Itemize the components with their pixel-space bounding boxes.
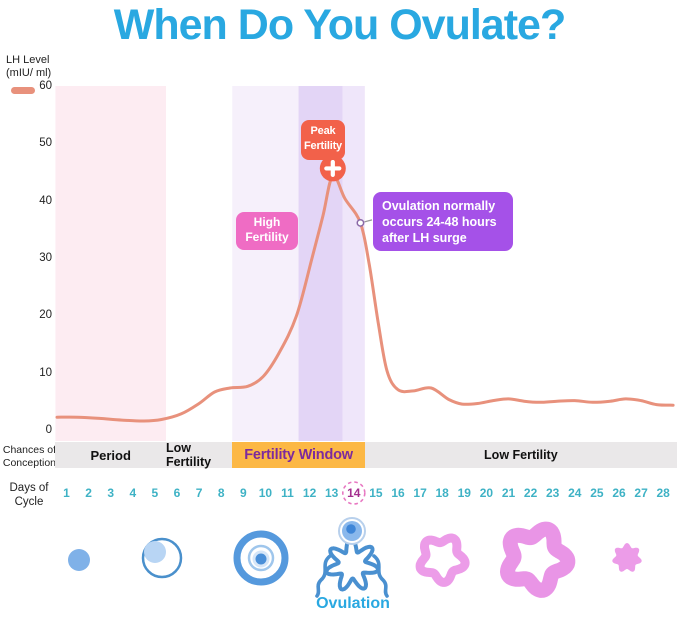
developing-follicle-oocyte: [144, 541, 166, 563]
day-7: 7: [195, 486, 203, 500]
day-19: 19: [457, 486, 471, 500]
y-tick-40: 40: [39, 194, 52, 207]
day-25: 25: [590, 486, 604, 500]
high-fertility-line1: High: [253, 215, 281, 229]
day-14-dashed-circle: [341, 481, 366, 505]
day-20: 20: [479, 486, 494, 500]
day-21: 21: [501, 486, 516, 500]
chances-of-conception-label: Chances of Conception: [2, 444, 56, 469]
lh-line-legend-swatch: [11, 87, 35, 94]
y-axis-title-line1: LH Level: [6, 54, 50, 66]
day-10: 10: [258, 486, 273, 500]
day-24: 24: [568, 486, 582, 500]
ovulation-point-marker: [356, 218, 365, 227]
conception-segment-low-fertility: Low Fertility: [364, 442, 677, 468]
y-tick-0: 0: [45, 424, 52, 436]
period-band: [55, 86, 166, 441]
y-tick-10: 10: [39, 366, 52, 379]
peak-fertility-line2: Fertility: [304, 139, 342, 152]
callout-connector: [364, 219, 373, 223]
y-tick-30: 30: [39, 252, 52, 264]
ovulation-egg-release-fimbria-left: [315, 554, 332, 598]
ovulation-callout-line3: after LH surge: [382, 231, 467, 245]
day-18: 18: [435, 486, 449, 500]
ovulation-egg-release-fimbria-right: [372, 554, 389, 598]
day-22: 22: [523, 486, 538, 500]
day-23: 23: [546, 486, 560, 500]
day-13: 13: [325, 486, 339, 500]
day-11: 11: [281, 486, 294, 500]
conception-segment-fertility-window: Fertility Window: [232, 442, 365, 468]
high-fertility-band: [232, 86, 299, 441]
day-12: 12: [302, 486, 317, 500]
day-5: 5: [151, 486, 159, 500]
high-fertility-badge: High Fertility: [236, 212, 298, 250]
degenerated-corpus-luteum-icon: [612, 543, 642, 572]
days-of-cycle-label: Days of Cycle: [9, 482, 49, 508]
y-tick-60: 60: [39, 80, 52, 93]
y-axis-title-line2: (mIU/ ml): [6, 67, 52, 79]
peak-fertility-line1: Peak: [310, 125, 336, 137]
ovulation-callout-line1: Ovulation normally: [382, 199, 496, 213]
day-4: 4: [129, 486, 137, 500]
corpus-luteum-icon: [500, 521, 576, 598]
high-fertility-line2: Fertility: [245, 230, 289, 244]
conception-segment-period: Period: [55, 442, 166, 468]
day-15: 15: [369, 486, 383, 500]
day-16: 16: [391, 486, 405, 500]
early-corpus-luteum-icon: [415, 533, 470, 587]
mature-follicle-oocyte: [255, 553, 267, 565]
day-17: 17: [413, 486, 427, 500]
day-14: 14: [347, 486, 361, 500]
day-26: 26: [612, 486, 626, 500]
day-27: 27: [634, 486, 648, 500]
y-tick-50: 50: [39, 137, 52, 150]
day-2: 2: [85, 486, 92, 500]
ovulation-egg-release-icon: [324, 536, 381, 592]
day-8: 8: [217, 486, 225, 500]
y-tick-20: 20: [39, 309, 52, 322]
y-axis-title: LH Level (mIU/ ml): [6, 54, 51, 80]
day-1: 1: [63, 486, 70, 500]
ovulation-callout-line2: occurs 24-48 hours: [382, 215, 497, 229]
ovulation-caption: Ovulation: [316, 595, 390, 612]
primordial-follicle-icon: [68, 549, 90, 571]
ovulation-callout: Ovulation normally occurs 24-48 hours af…: [373, 192, 513, 251]
day-28: 28: [656, 486, 670, 500]
conception-segment-low-fertility: Low Fertility: [165, 441, 233, 469]
lh-curve: [55, 174, 675, 423]
day-9: 9: [239, 486, 247, 500]
peak-fertility-badge: Peak Fertility: [301, 120, 345, 160]
post-peak-window-band: [342, 86, 365, 441]
page-title: When Do You Ovulate?: [113, 1, 566, 49]
day-3: 3: [107, 486, 115, 500]
ovulation-egg-release-egg-nucleus: [346, 524, 356, 534]
day-6: 6: [173, 486, 181, 500]
